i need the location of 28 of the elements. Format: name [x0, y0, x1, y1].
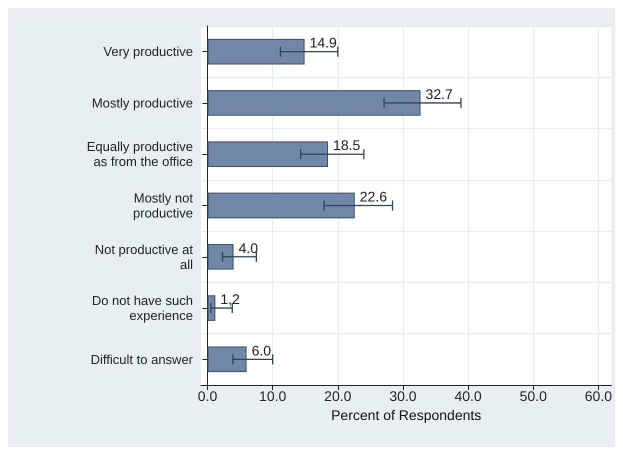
- y-tick-label: Mostly not productive: [133, 190, 194, 220]
- data-label: 1,2: [220, 291, 240, 308]
- data-label: 14.9: [310, 34, 338, 51]
- y-tick-label: Not productive at all: [94, 242, 194, 272]
- data-label: 4.0: [238, 240, 258, 256]
- y-tick-label: Mostly productive: [92, 95, 193, 110]
- bar: [208, 38, 305, 64]
- y-tick-label: Very productive: [103, 44, 193, 60]
- data-label: 18.5: [333, 137, 360, 154]
- x-tick-label: 40.0: [454, 388, 482, 404]
- data-label: 6.0: [252, 342, 272, 358]
- data-label: 22.6: [360, 188, 388, 204]
- bar: [208, 90, 421, 116]
- x-tick-label: 30.0: [389, 388, 417, 404]
- bar: [208, 346, 247, 372]
- y-tick-label: Do not have such experience: [92, 293, 193, 324]
- y-tick-label: Equally productive as from the office: [86, 139, 193, 170]
- x-tick-label: 50.0: [520, 388, 548, 404]
- bar: [208, 141, 328, 168]
- bar: [208, 244, 234, 270]
- x-axis-title: Percent of Respondents: [331, 406, 482, 423]
- x-tick-label: 0.0: [198, 388, 218, 404]
- x-tick-label: 10.0: [259, 388, 286, 404]
- y-tick-label: Difficult to answer: [90, 352, 194, 367]
- data-label: 32.7: [426, 86, 453, 102]
- x-tick-label: 60.0: [584, 388, 612, 404]
- x-tick-label: 20.0: [324, 388, 352, 404]
- bar: [208, 192, 355, 218]
